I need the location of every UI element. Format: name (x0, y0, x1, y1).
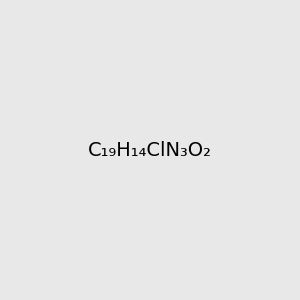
Text: C₁₉H₁₄ClN₃O₂: C₁₉H₁₄ClN₃O₂ (88, 140, 212, 160)
